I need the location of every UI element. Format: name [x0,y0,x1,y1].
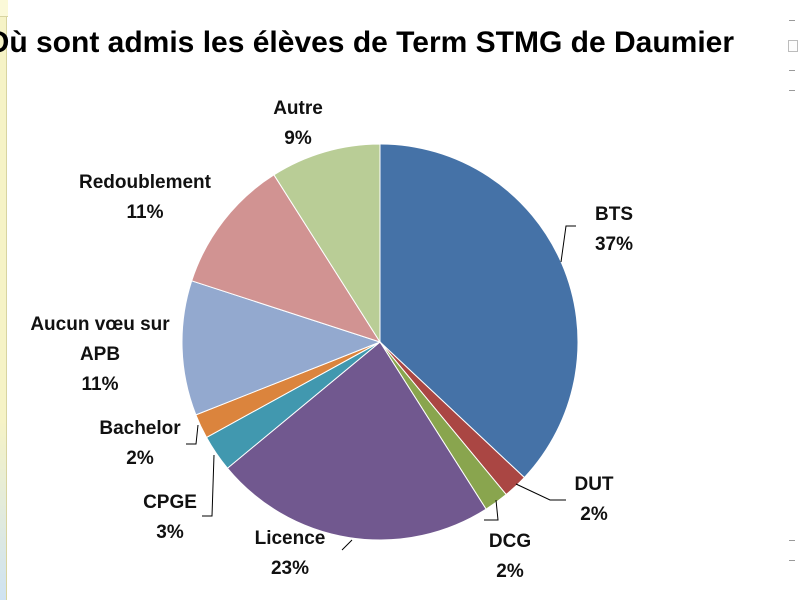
slice-label: Bachelor 2% [80,414,200,474]
slice-label-name: Licence [254,528,326,549]
slice-label-percent: 11% [126,202,164,223]
leader-line [186,424,199,445]
right-edge-bar [786,0,800,600]
slice-label-percent: 3% [156,522,184,543]
slice-label-name: DUT [574,474,614,495]
slice-label: CPGE 3% [120,488,220,548]
slice-label-name: CPGE [143,492,197,513]
pie-slice-autre [273,143,381,344]
pie-slice-bts [379,143,579,479]
slice-label-name: Redoublement [79,172,211,193]
leader-line [341,539,353,551]
slice-label-percent: 2% [580,504,608,525]
pie-slice-redoublement [191,174,382,343]
slice-label: Redoublement 11% [40,168,250,228]
leader-line [484,499,499,521]
leader-lines [186,225,576,551]
slice-label-percent: 23% [270,558,310,579]
slice-label-name: Autre [273,98,323,119]
slice-label-percent: 2% [126,448,154,469]
left-edge-corner [0,0,8,17]
leader-line [560,225,576,263]
slice-label: Aucun vœu sur APB 11% [10,310,190,400]
pie-slice-aucun-v-u-sur-apb [181,280,382,416]
chart-title: Où sont admis les élèves de Term STMG de… [0,26,735,59]
pie-slice-licence [226,341,487,541]
slice-label-name: Aucun vœu sur [30,314,170,335]
slice-label: Licence 23% [230,524,350,584]
slice-label-name: Bachelor [99,418,181,439]
slice-label: DUT 2% [556,470,632,530]
leader-line [515,483,566,501]
slice-label-percent: 37% [594,234,634,255]
slice-label-name: BTS [595,204,633,225]
slice-label-percent: 11% [81,374,119,395]
slice-label-percent: 2% [496,561,524,582]
left-edge-strip [0,0,7,600]
leader-line [202,454,215,517]
slice-label-percent: 9% [284,128,312,149]
slice-label-name: DCG [488,531,532,552]
pie-slices [181,143,579,541]
slice-label-name: APB [79,344,121,365]
slice-label: BTS 37% [574,200,654,260]
slice-label: Autre 9% [248,94,348,154]
slice-label: DCG 2% [472,527,548,587]
